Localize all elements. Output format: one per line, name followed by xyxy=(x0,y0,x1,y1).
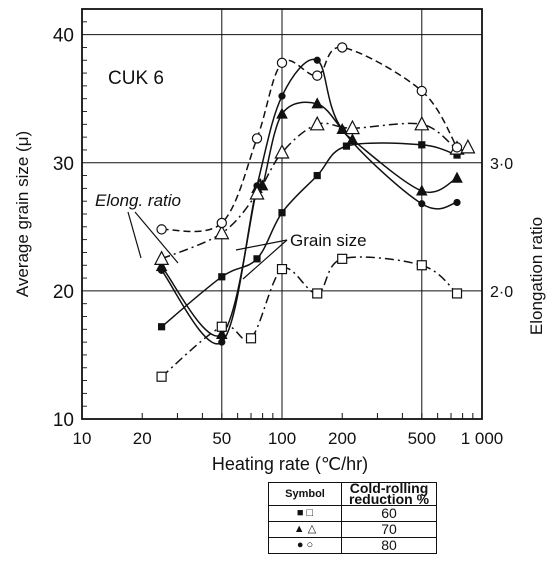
data-point-60-open-square xyxy=(416,260,427,271)
data-point-70-open-triangle xyxy=(309,115,325,131)
data-point-80-filled-circle xyxy=(313,56,321,64)
data-point-70-filled-triangle xyxy=(451,171,463,183)
x-tick-label: 1 000 xyxy=(461,429,504,448)
data-point-80-open-circle xyxy=(416,85,427,97)
series-line-70-grain-size xyxy=(161,101,458,337)
legend-row: ■ □ 60 xyxy=(268,505,437,522)
x-tick-label: 100 xyxy=(268,429,296,448)
data-point-70-filled-triangle xyxy=(416,184,428,196)
data-point-70-open-triangle xyxy=(249,185,265,200)
chart-annotation-title: CUK 6 xyxy=(108,68,164,89)
data-point-60-open-square xyxy=(451,288,463,299)
series-line-80-elongation xyxy=(161,46,458,233)
y-axis-label-left: Average grain size (μ) xyxy=(13,131,32,297)
data-point-60-filled-square xyxy=(278,209,286,217)
data-point-70-open-triangle xyxy=(414,115,430,131)
data-point-80-open-circle xyxy=(156,224,167,235)
y-tick-label: 30 xyxy=(53,154,74,175)
legend-header-symbol: Symbol xyxy=(268,482,342,506)
data-point-80-open-circle xyxy=(251,133,263,144)
data-point-70-filled-triangle xyxy=(346,133,359,145)
data-point-80-filled-circle xyxy=(278,92,286,100)
data-point-60-filled-square xyxy=(342,142,351,150)
data-point-70-open-triangle xyxy=(153,250,170,265)
legend-value: 60 xyxy=(341,505,437,522)
data-point-70-filled-triangle xyxy=(216,327,228,340)
y-axis-label-right: Elongation ratio xyxy=(527,217,546,335)
x-tick-label: 200 xyxy=(328,429,356,448)
axis-ticks: 10 20 50 100 200 500 1 000 10 20 30 40 2·0 3·0 xyxy=(53,21,513,448)
legend-row: ● ○ 80 xyxy=(268,537,437,554)
legend-value: 70 xyxy=(341,521,437,538)
y-right-tick-label: 2·0 xyxy=(490,284,513,301)
legend-header-reduction: Cold-rolling reduction % xyxy=(341,481,437,506)
data-point-60-filled-square xyxy=(313,171,321,180)
legend-table: Symbol Cold-rolling reduction % ■ □ 60 ▲… xyxy=(268,481,437,554)
grid xyxy=(82,9,482,419)
legend-symbols: ● ○ xyxy=(268,537,342,554)
legend-row: ▲ △ 70 xyxy=(268,521,437,538)
data-point-80-filled-circle xyxy=(157,266,166,274)
x-axis-label: Heating rate (℃/hr) xyxy=(212,454,368,474)
data-point-60-filled-square xyxy=(418,141,426,149)
markers xyxy=(153,42,476,382)
legend-value: 80 xyxy=(341,537,437,554)
data-point-70-open-triangle xyxy=(460,138,476,154)
series-line-60-elongation xyxy=(161,256,458,378)
data-point-60-filled-square xyxy=(253,255,261,263)
data-point-80-filled-circle xyxy=(338,125,346,134)
legend-symbols: ▲ △ xyxy=(268,521,342,538)
data-point-80-open-circle xyxy=(451,142,463,153)
y-right-tick-label: 3·0 xyxy=(490,156,513,173)
x-tick-label: 500 xyxy=(408,429,436,448)
data-point-80-open-circle xyxy=(276,57,288,69)
data-point-60-open-square xyxy=(216,321,227,332)
data-point-80-filled-circle xyxy=(218,338,226,346)
data-point-70-filled-triangle xyxy=(276,107,288,119)
data-point-80-filled-circle xyxy=(453,198,461,207)
y-tick-label: 10 xyxy=(53,410,74,431)
data-point-80-filled-circle xyxy=(418,200,426,208)
data-point-80-open-circle xyxy=(312,70,323,81)
data-point-70-open-triangle xyxy=(274,144,290,159)
data-point-70-filled-triangle xyxy=(311,97,324,109)
data-point-60-filled-square xyxy=(157,323,166,331)
x-tick-label: 20 xyxy=(133,429,152,448)
data-point-70-open-triangle xyxy=(344,119,361,135)
data-point-60-open-square xyxy=(156,371,167,382)
y-tick-label: 20 xyxy=(53,282,74,303)
data-point-80-open-circle xyxy=(216,217,227,229)
data-point-60-open-square xyxy=(312,288,323,299)
y-tick-label: 40 xyxy=(53,26,74,47)
grain-size-annotation: Grain size xyxy=(290,231,367,250)
elong-ratio-annotation: Elong. ratio xyxy=(95,191,181,210)
legend-symbols: ■ □ xyxy=(268,505,342,522)
data-point-60-open-square xyxy=(276,263,288,275)
data-point-60-open-square xyxy=(337,253,348,264)
annotation-arrows xyxy=(127,211,288,280)
data-point-80-open-circle xyxy=(337,42,348,53)
data-point-60-open-square xyxy=(245,333,257,344)
data-point-70-open-triangle xyxy=(214,224,230,240)
data-point-60-filled-square xyxy=(218,273,226,281)
x-tick-label: 10 xyxy=(73,429,92,448)
x-tick-label: 50 xyxy=(212,429,231,448)
